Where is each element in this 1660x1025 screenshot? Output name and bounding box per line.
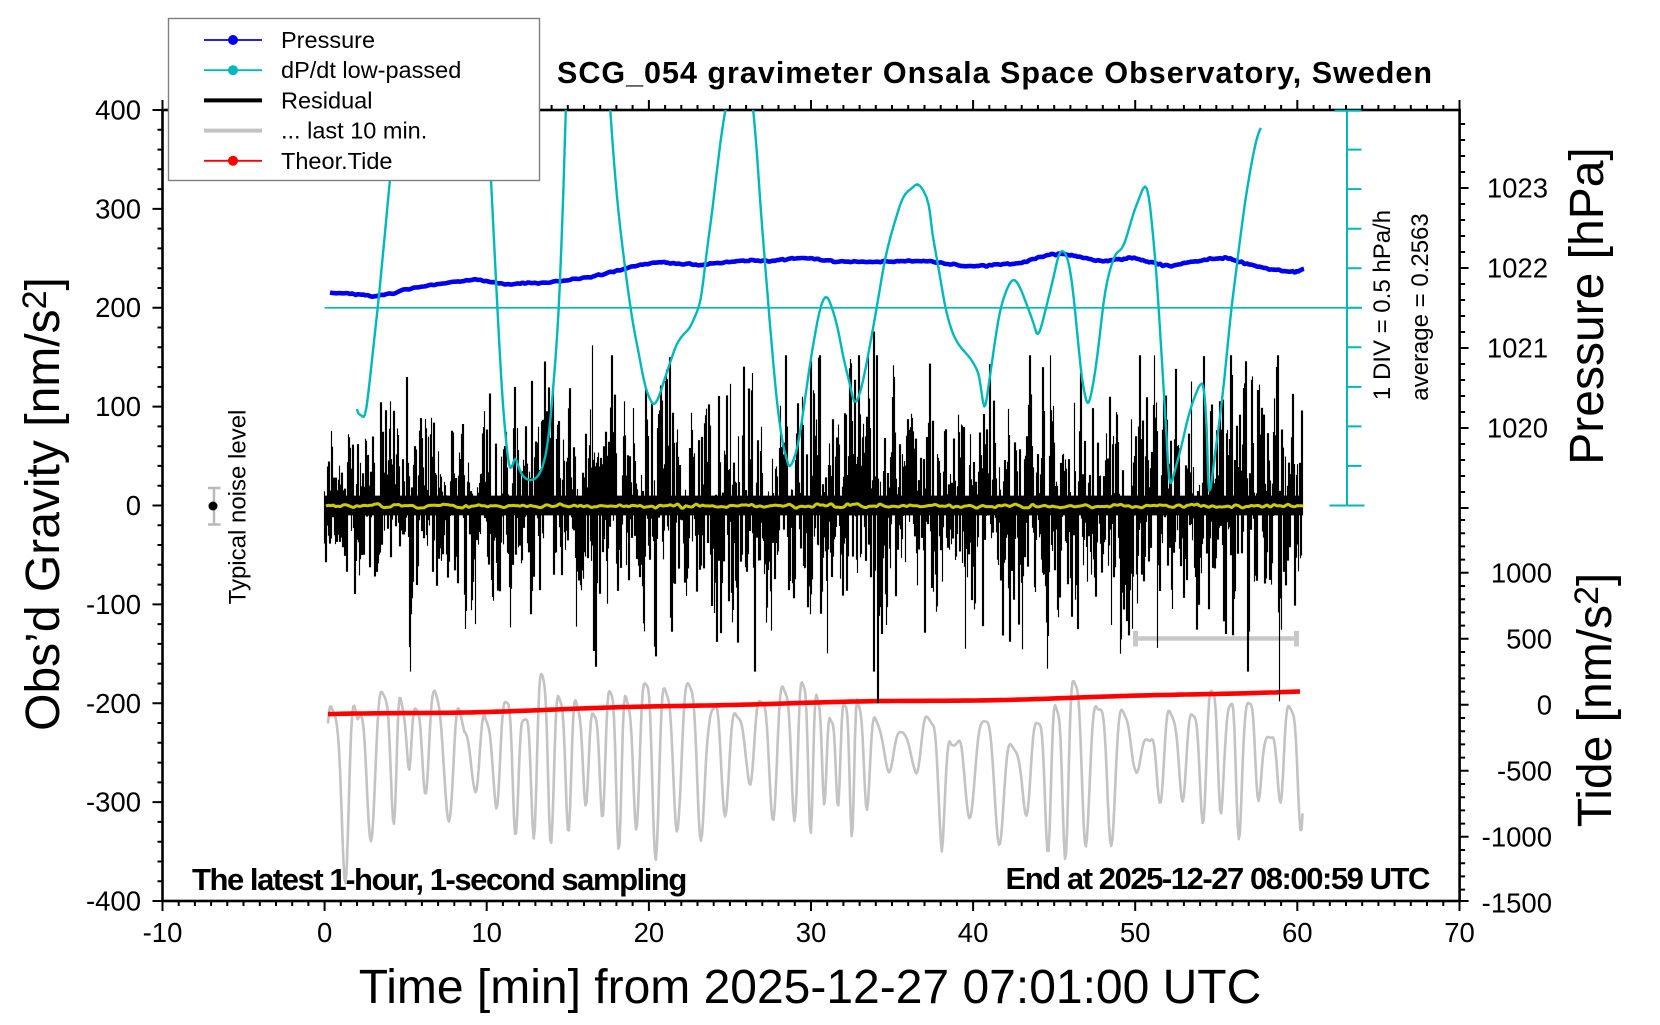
svg-text:-300: -300 [86,787,141,818]
svg-text:40: 40 [958,917,989,948]
svg-text:1023: 1023 [1487,173,1548,204]
svg-text:Tide [nm/s2]: Tide [nm/s2] [1568,573,1622,828]
svg-text:-1500: -1500 [1482,887,1552,918]
svg-text:Residual: Residual [281,87,372,113]
svg-text:... last 10 min.: ... last 10 min. [281,118,427,144]
svg-text:1020: 1020 [1487,413,1548,444]
svg-text:Theor.Tide: Theor.Tide [281,148,392,174]
svg-text:Time [min] from 2025-12-27 07:: Time [min] from 2025-12-27 07:01:00 UTC [359,961,1262,1014]
svg-text:50: 50 [1120,917,1151,948]
svg-text:SCG_054 gravimeter Onsala Spac: SCG_054 gravimeter Onsala Space Observat… [557,56,1433,90]
svg-text:400: 400 [95,95,141,126]
svg-text:Obs’d Gravity [nm/s2]: Obs’d Gravity [nm/s2] [16,277,70,731]
svg-text:Pressure [hPa]: Pressure [hPa] [1561,147,1614,464]
svg-text:300: 300 [95,193,141,224]
svg-text:30: 30 [796,917,827,948]
svg-text:-500: -500 [1497,755,1552,786]
svg-text:60: 60 [1282,917,1313,948]
svg-text:-10: -10 [143,917,183,948]
svg-text:0: 0 [126,490,141,521]
svg-text:The latest 1-hour, 1-second sa: The latest 1-hour, 1-second sampling [192,862,686,897]
svg-text:-1000: -1000 [1482,821,1552,852]
svg-text:100: 100 [95,391,141,422]
svg-text:Typical noise level: Typical noise level [225,410,252,605]
svg-text:End at 2025-12-27 08:00:59 UTC: End at 2025-12-27 08:00:59 UTC [1006,861,1431,896]
svg-text:dP/dt low-passed: dP/dt low-passed [281,57,461,83]
svg-text:500: 500 [1506,623,1552,654]
svg-text:-200: -200 [86,688,141,719]
svg-text:-400: -400 [86,886,141,917]
svg-text:1 DIV = 0.5 hPa/h: 1 DIV = 0.5 hPa/h [1369,210,1396,400]
svg-text:average = 0.2563: average = 0.2563 [1407,213,1434,401]
svg-text:200: 200 [95,292,141,323]
svg-text:-100: -100 [86,589,141,620]
svg-text:20: 20 [634,917,665,948]
svg-text:0: 0 [1537,689,1552,720]
svg-text:1022: 1022 [1487,253,1548,284]
svg-text:1021: 1021 [1487,333,1548,364]
svg-text:1000: 1000 [1491,557,1552,588]
svg-text:70: 70 [1444,917,1475,948]
svg-text:10: 10 [471,917,502,948]
svg-text:0: 0 [317,917,332,948]
svg-text:Pressure: Pressure [281,27,375,53]
